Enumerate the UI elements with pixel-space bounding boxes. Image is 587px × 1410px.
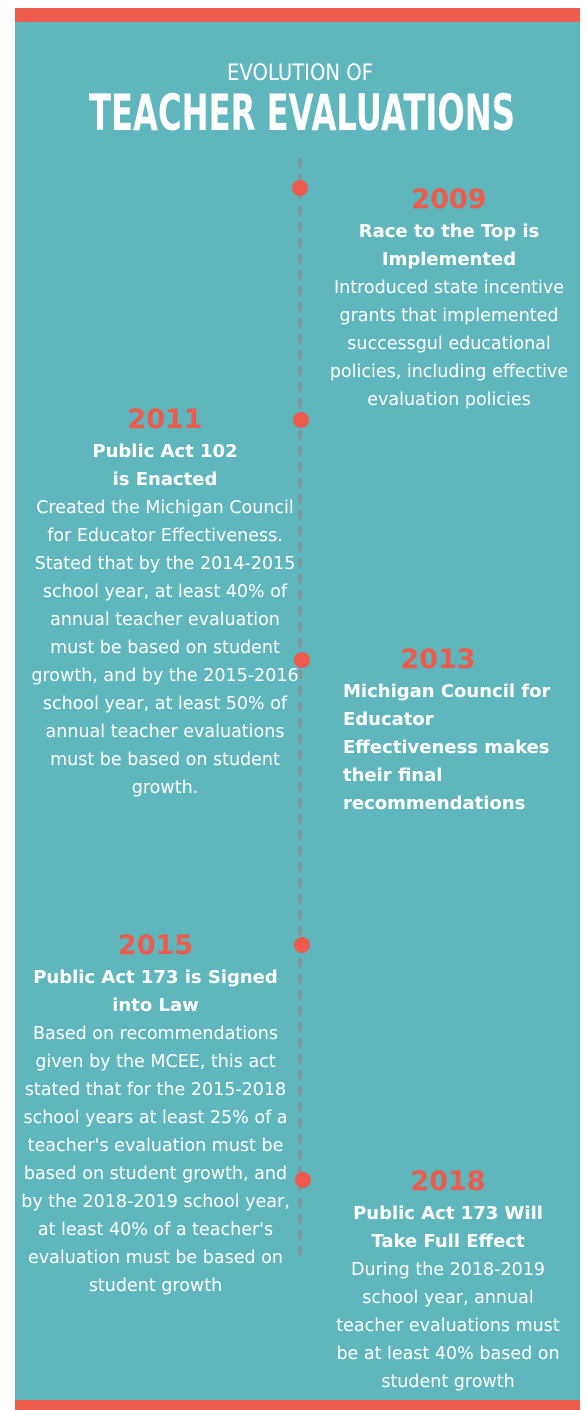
- event-heading: Public Act 102 is Enacted: [92, 441, 238, 490]
- event-heading: Race to the Top is Implemented: [358, 221, 540, 270]
- event-year: 2018: [410, 1166, 486, 1197]
- timeline-dot: [293, 412, 309, 428]
- top-bar: [15, 8, 580, 22]
- event-year: 2015: [117, 930, 194, 961]
- event-description: Based on recommendations given by the MC…: [21, 1024, 290, 1296]
- timeline-dot: [294, 937, 310, 953]
- event: 2013 Michigan Council for Educator Effec…: [343, 642, 563, 818]
- title-line2: TEACHER EVALUATIONS: [89, 84, 515, 142]
- event-description: During the 2018-2019 school year, annual…: [336, 1260, 560, 1392]
- event-heading: Michigan Council for Educator Effectiven…: [343, 681, 551, 814]
- event: 2011 Public Act 102 is Enacted Created t…: [30, 402, 300, 802]
- bottom-bar: [15, 1400, 580, 1410]
- title-line1: EVOLUTION OF: [227, 61, 373, 86]
- event-description: Introduced state incentive grants that i…: [329, 278, 569, 410]
- timeline-dot: [295, 1172, 311, 1188]
- event-heading: Public Act 173 Will Take Full Effect: [353, 1203, 543, 1252]
- event: 2018 Public Act 173 Will Take Full Effec…: [322, 1164, 574, 1396]
- event-year: 2013: [400, 644, 476, 675]
- event-heading: Public Act 173 is Signed into Law: [33, 967, 278, 1016]
- event-year: 2011: [127, 404, 203, 435]
- event-description: Created the Michigan Council for Educato…: [31, 498, 299, 798]
- timeline-dot: [294, 652, 310, 668]
- timeline-dot: [292, 180, 308, 196]
- event-year: 2009: [411, 184, 487, 215]
- event: 2015 Public Act 173 is Signed into Law B…: [18, 928, 293, 1300]
- event: 2009 Race to the Top is Implemented Intr…: [318, 182, 580, 414]
